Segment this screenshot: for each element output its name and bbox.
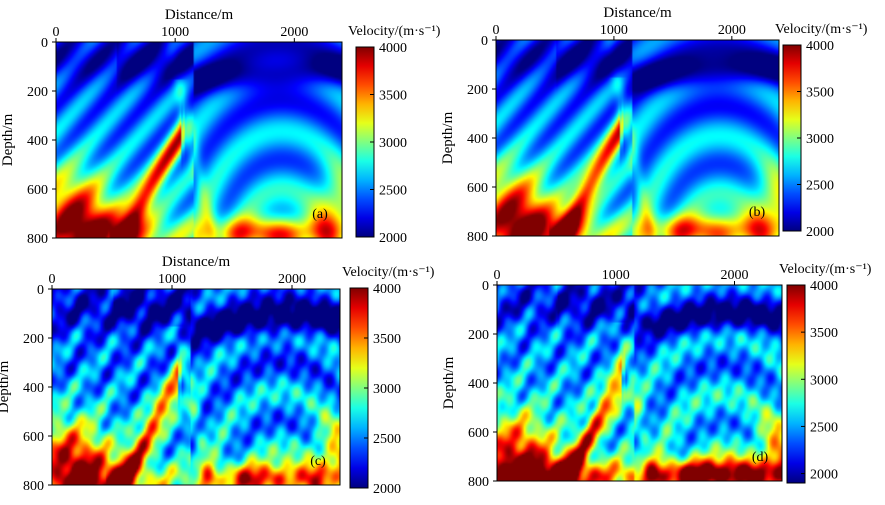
x-axis-title: Distance/m — [165, 7, 234, 23]
y-tick-label: 200 — [467, 83, 488, 98]
y-tick-label: 0 — [482, 279, 489, 294]
colorbar-tick-label: 2500 — [379, 184, 407, 199]
y-tick-label: 600 — [23, 430, 44, 445]
colorbar-tick-label: 4000 — [373, 282, 401, 297]
panel-label: (b) — [749, 205, 766, 220]
colorbar-tick-label: 3000 — [373, 382, 401, 397]
colorbar-tick-label: 4000 — [810, 279, 838, 294]
colorbar-tick-label: 3500 — [379, 89, 407, 104]
panel-label: (a) — [312, 207, 328, 222]
colorbar-title: Velocity/(m·s⁻¹) — [779, 262, 872, 277]
y-tick-label: 800 — [23, 479, 44, 494]
y-tick-label: 400 — [468, 377, 489, 392]
x-tick-label: 0 — [49, 272, 56, 287]
colorbar-tick-label: 2000 — [806, 225, 834, 240]
panel-label: (d) — [752, 450, 769, 465]
colorbar-tick-label: 3500 — [373, 332, 401, 347]
panel-1: 0 1000 2000 0 200 400 600 800 Distance/m Depth/m (… — [0, 7, 441, 247]
x-tick-label: 2000 — [278, 272, 306, 287]
y-tick-label: 600 — [468, 426, 489, 441]
y-tick-label: 800 — [468, 475, 489, 490]
x-tick-label: 2000 — [721, 268, 749, 283]
y-tick-label: 200 — [23, 332, 44, 347]
colorbar-tick-label: 2000 — [379, 231, 407, 246]
velocity-heatmap — [497, 285, 782, 481]
colorbar-tick-label: 3000 — [379, 136, 407, 151]
y-axis-title: Depth/m — [441, 356, 457, 409]
x-tick-label: 1000 — [158, 272, 186, 287]
colorbar-tick-label: 2500 — [373, 432, 401, 447]
y-tick-label: 200 — [468, 328, 489, 343]
colorbar-tick-label: 2500 — [810, 420, 838, 435]
colorbar-tick-label: 3500 — [806, 86, 834, 101]
y-axis-title: Depth/m — [0, 360, 12, 413]
velocity-heatmap — [56, 42, 342, 238]
velocity-heatmap — [496, 40, 779, 236]
colorbar — [786, 284, 806, 484]
y-tick-label: 600 — [27, 183, 48, 198]
y-axis-title: Depth/m — [0, 113, 16, 166]
panel-3: 0 1000 2000 0 200 400 600 800 Distance/m Depth/m (… — [0, 254, 435, 497]
x-tick-label: 1000 — [600, 23, 628, 38]
y-tick-label: 800 — [467, 230, 488, 245]
y-axis-title: Depth/m — [440, 111, 456, 164]
x-tick-label: 2000 — [718, 23, 746, 38]
colorbar-tick-label: 2000 — [810, 468, 838, 483]
colorbar-tick-label: 4000 — [806, 39, 834, 54]
colorbar-title: Velocity/(m·s⁻¹) — [775, 22, 868, 37]
colorbar-title: Velocity/(m·s⁻¹) — [342, 265, 435, 280]
y-tick-label: 400 — [23, 381, 44, 396]
x-tick-label: 0 — [494, 268, 501, 283]
x-tick-label: 2000 — [280, 25, 308, 40]
x-tick-label: 1000 — [161, 25, 189, 40]
colorbar-tick-label: 3000 — [810, 373, 838, 388]
x-tick-label: 0 — [493, 23, 500, 38]
x-tick-label: 0 — [53, 25, 60, 40]
y-tick-label: 0 — [41, 36, 48, 51]
colorbar-tick-label: 2000 — [373, 482, 401, 497]
x-tick-label: 1000 — [602, 268, 630, 283]
colorbar-tick-label: 3500 — [810, 326, 838, 341]
velocity-heatmap — [52, 289, 340, 485]
colorbar-tick-label: 2500 — [806, 179, 834, 194]
panel-label: (c) — [310, 454, 326, 469]
y-tick-label: 400 — [27, 134, 48, 149]
y-tick-label: 600 — [467, 181, 488, 196]
colorbar-tick-label: 3000 — [806, 132, 834, 147]
colorbar-tick-label: 4000 — [379, 41, 407, 56]
panel-4: 0 1000 2000 0 200 400 600 800 Depth/m (d) 2000 2500… — [441, 262, 872, 490]
x-axis-title: Distance/m — [162, 254, 231, 270]
x-axis-title: Distance/m — [603, 5, 672, 21]
y-tick-label: 0 — [481, 34, 488, 49]
y-tick-label: 400 — [467, 132, 488, 147]
colorbar-title: Velocity/(m·s⁻¹) — [348, 24, 441, 39]
y-tick-label: 800 — [27, 232, 48, 247]
y-tick-label: 200 — [27, 85, 48, 100]
y-tick-label: 0 — [37, 283, 44, 298]
panel-2: 0 1000 2000 0 200 400 600 800 Distance/m Depth/m (… — [440, 5, 868, 245]
